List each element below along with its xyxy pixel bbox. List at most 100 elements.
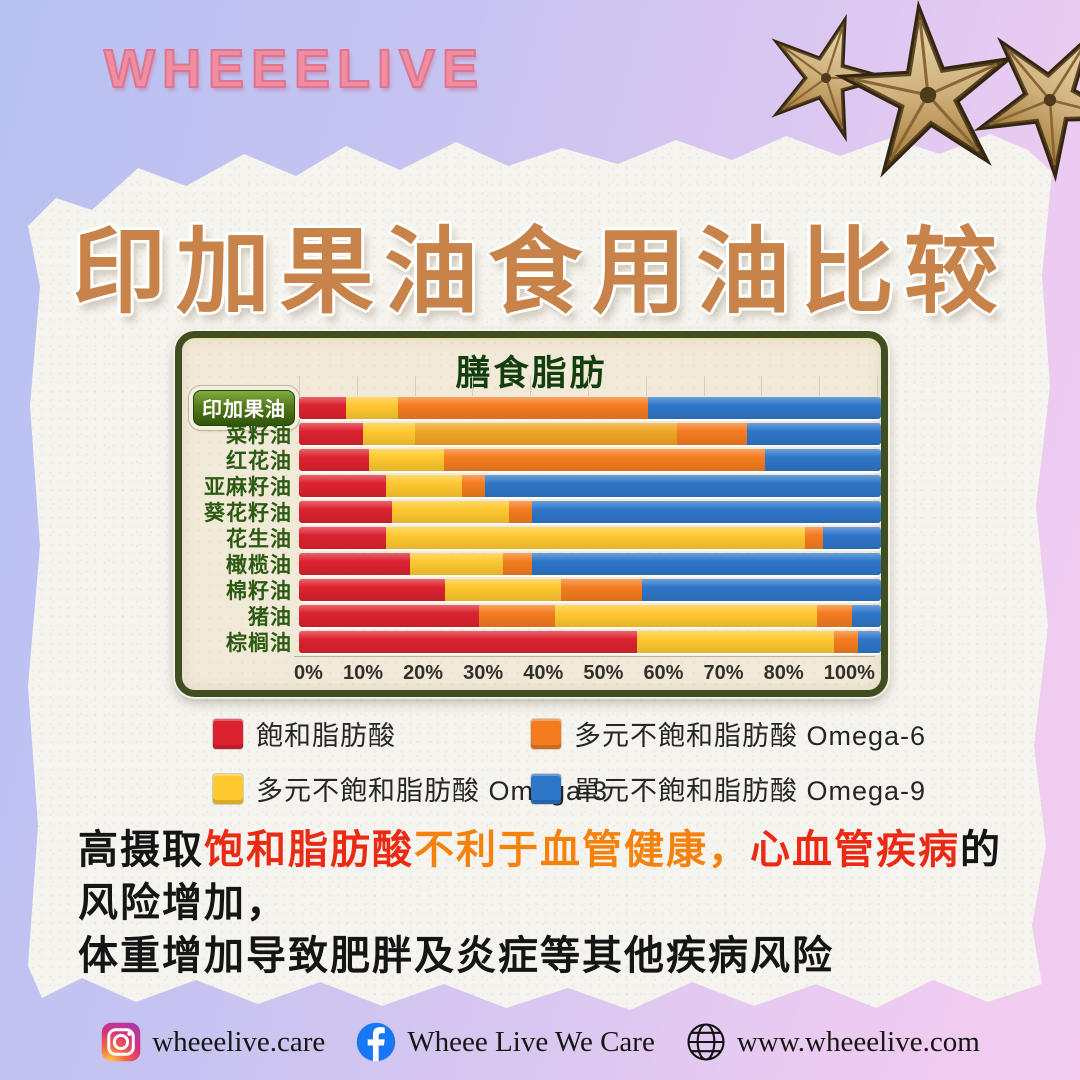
- legend-label: 單元不飽和脂肪酸 Omega-9: [574, 776, 927, 806]
- bar-segment-blue: [822, 526, 881, 549]
- axis-tick-marks: [299, 376, 878, 396]
- bar-segment-orange: [816, 604, 852, 627]
- legend-item: 飽和脂肪酸: [213, 714, 531, 753]
- legend-swatch-blue: [531, 773, 561, 804]
- note-text: 的风险增加，: [78, 828, 1002, 925]
- bar-segment-yellow: [636, 630, 835, 653]
- bar-segment-yellow: [345, 396, 398, 419]
- axis-tick-label: 20%: [403, 662, 444, 684]
- note-text: 不利于血管健康，: [414, 828, 750, 872]
- bar-segment-yellow: [555, 604, 817, 627]
- row-label: 花生油: [226, 527, 292, 551]
- bar-segment-yellow: [392, 500, 509, 523]
- bar-segment-yellow: [409, 552, 503, 575]
- row-label: 棉籽油: [226, 579, 292, 603]
- facebook-name: Wheee Live We Care: [407, 1025, 655, 1058]
- bar-segment-red: [299, 552, 410, 575]
- row-label: 棕榈油: [226, 631, 292, 655]
- brand-logo: WHEEELIVE: [103, 38, 486, 100]
- stacked-bar: [299, 422, 881, 445]
- bar-segment-red: [299, 396, 346, 419]
- bar-segment-orange: [461, 474, 486, 497]
- bar-segment-yellow: [444, 578, 561, 601]
- oil-row: 印加果油: [188, 389, 881, 426]
- bar-segment-red: [299, 604, 480, 627]
- bar-segment-blue: [857, 630, 881, 653]
- bar-segment-red: [299, 500, 393, 523]
- bar-segment-red: [299, 526, 387, 549]
- legend-label: 多元不飽和脂肪酸 Omega-6: [574, 721, 927, 751]
- oil-row: 红花油: [188, 447, 881, 473]
- axis-tick-label: 10%: [342, 662, 383, 684]
- instagram-handle: wheeelive.care: [152, 1025, 326, 1058]
- stacked-bar: [299, 448, 881, 471]
- bar-segment-blue: [648, 396, 881, 419]
- axis-tick-label: 100%: [823, 662, 875, 684]
- row-label: 葵花籽油: [204, 501, 292, 525]
- axis-tick-label: 60%: [643, 662, 684, 684]
- bar-segment-red: [299, 578, 445, 601]
- bar-segment-gold: [415, 422, 678, 445]
- legend-swatch-orange: [531, 718, 561, 749]
- legend-item: 多元不飽和脂肪酸 Omega-6: [531, 714, 926, 753]
- stacked-bar: [299, 630, 881, 653]
- bar-segment-orange: [444, 448, 765, 471]
- axis-tick-label: 70%: [703, 662, 744, 684]
- bar-segment-blue: [485, 474, 881, 497]
- chart-title: 膳食脂肪: [455, 354, 608, 393]
- bar-segment-blue: [747, 422, 881, 445]
- bar-segment-yellow: [386, 474, 462, 497]
- bar-segment-blue: [851, 604, 881, 627]
- note-text: 高摄取: [78, 828, 204, 872]
- bar-segment-yellow: [368, 448, 445, 471]
- stacked-bar: [299, 396, 881, 419]
- legend-swatch-red: [213, 718, 243, 749]
- oil-row: 花生油: [188, 525, 881, 551]
- bar-segment-blue: [531, 552, 881, 575]
- bar-segment-blue: [642, 578, 881, 601]
- bar-segment-red: [299, 448, 369, 471]
- bar-segment-orange: [397, 396, 649, 419]
- oil-row: 猪油: [188, 603, 881, 629]
- oil-row: 棕榈油: [188, 629, 881, 655]
- bar-segment-red: [299, 474, 387, 497]
- row-label: 亚麻籽油: [204, 475, 292, 499]
- stacked-bar: [299, 604, 881, 627]
- bar-segment-orange: [805, 526, 823, 549]
- oil-row: 亚麻籽油: [188, 473, 881, 499]
- website-item: www.wheeelive.com: [685, 1021, 980, 1063]
- oil-row: 棉籽油: [188, 577, 881, 603]
- bar-segment-red: [299, 630, 637, 653]
- bar-segment-yellow: [386, 526, 806, 549]
- stacked-bar: [299, 552, 881, 575]
- legend-swatch-yellow: [213, 773, 243, 804]
- globe-icon: [687, 1023, 725, 1061]
- note-text: 体重增加导致肥胖及炎症等其他疾病风险: [78, 933, 834, 978]
- stacked-bar: [299, 578, 881, 601]
- bar-segment-orange: [479, 604, 556, 627]
- health-note: 高摄取饱和脂肪酸不利于血管健康，心血管疾病的风险增加， 体重增加导致肥胖及炎症等其…: [78, 824, 1012, 982]
- highlight-badge: 印加果油: [193, 389, 295, 426]
- row-label: 橄榄油: [226, 553, 292, 577]
- legend-item: 單元不飽和脂肪酸 Omega-9: [531, 769, 926, 808]
- bar-segment-blue: [764, 448, 881, 471]
- note-text: 饱和脂肪酸: [204, 828, 414, 872]
- oil-row: 橄榄油: [188, 551, 881, 577]
- instagram-icon: [101, 1022, 141, 1062]
- stacked-bar: [299, 526, 881, 549]
- chart-rows: 印加果油 菜籽油 红花油 亚麻籽油 葵花籽油 花生油 橄榄油 棉籽油 猪油 棕榈油: [188, 389, 881, 655]
- chart-panel: 膳食脂肪 印加果油 菜籽油 红花油 亚麻籽油 葵花籽油 花生油 橄榄油 棉籽油 猪油 棕榈油 0%…: [175, 331, 888, 697]
- axis-tick-label: 40%: [523, 662, 564, 684]
- note-text: 心血管疾病: [750, 828, 960, 872]
- oil-row: 葵花籽油: [188, 499, 881, 525]
- stacked-bar: [299, 474, 881, 497]
- axis-tick-label: 50%: [583, 662, 624, 684]
- sacha-inchi-seed-pods: [771, 0, 1080, 182]
- bar-segment-orange: [834, 630, 858, 653]
- bar-segment-red: [299, 422, 364, 445]
- row-label: 猪油: [248, 605, 292, 629]
- stacked-bar: [299, 500, 881, 523]
- poster-title: 印加果油食用油比较: [71, 219, 1008, 324]
- legend-item: 多元不飽和脂肪酸 Omega-3: [213, 769, 607, 808]
